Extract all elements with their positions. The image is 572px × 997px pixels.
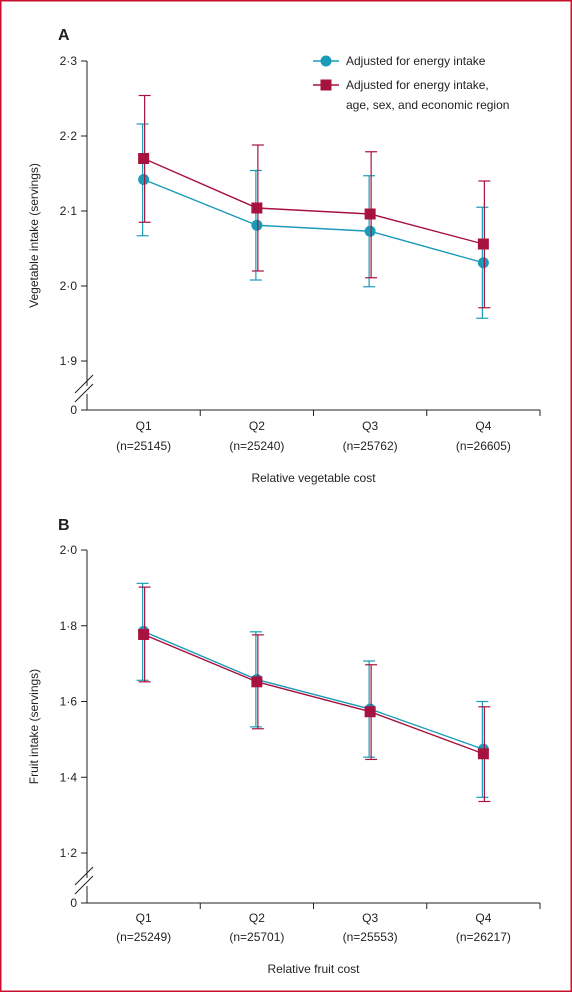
data-point — [138, 153, 150, 164]
data-point — [477, 257, 489, 269]
x-tick-label: Q1 — [136, 419, 152, 433]
data-point — [477, 748, 489, 760]
x-axis-title: Relative vegetable cost — [251, 471, 376, 485]
data-point — [251, 219, 263, 231]
y-tick-label: 1·2 — [60, 846, 78, 860]
legend-marker — [320, 79, 332, 91]
y-tick-label: 1·8 — [60, 619, 78, 633]
panel-b: B 2·0 1·8 1·6 1·4 1·2 0 Q1 (n=25249) Q2 (n=25701) Q… — [27, 517, 541, 976]
series-line — [143, 178, 484, 264]
series-line — [143, 633, 484, 755]
data-point — [138, 174, 150, 185]
axis-break-mark — [74, 875, 94, 895]
panel-letter: B — [58, 517, 70, 534]
x-tick-sample-size: (n=26605) — [456, 439, 511, 453]
x-tick-sample-size: (n=26217) — [456, 930, 511, 944]
data-point — [138, 628, 150, 640]
x-tick-sample-size: (n=25762) — [343, 439, 398, 453]
axis-break-mark — [74, 383, 94, 403]
panel-a: A 2·3 2·2 2·1 2·0 1·9 0 Q1 (n=25145) Q2 (n=25240) Q… — [27, 27, 541, 485]
x-tick-label: Q1 — [136, 911, 152, 925]
axis-break-mark — [74, 866, 94, 886]
data-point — [477, 238, 489, 250]
x-tick-sample-size: (n=25249) — [116, 930, 171, 944]
series-line — [143, 157, 484, 245]
legend-marker — [320, 55, 332, 67]
x-tick-sample-size: (n=25553) — [343, 930, 398, 944]
series-line — [143, 630, 484, 750]
data-point — [251, 202, 263, 214]
x-tick-label: Q3 — [362, 911, 378, 925]
y-tick-label: 2·1 — [60, 204, 78, 218]
legend-label: age, sex, and economic region — [346, 98, 509, 112]
x-tick-sample-size: (n=25701) — [229, 930, 284, 944]
y-tick-label: 1·4 — [60, 770, 78, 784]
legend-label: Adjusted for energy intake, — [346, 78, 489, 92]
y-tick-label: 2·2 — [60, 129, 78, 143]
data-point — [364, 225, 376, 237]
x-tick-label: Q4 — [475, 911, 491, 925]
data-point — [364, 706, 376, 718]
y-tick-label: 2·0 — [60, 543, 78, 557]
y-tick-label: 2·3 — [60, 54, 78, 68]
y-tick-label: 0 — [70, 403, 77, 417]
y-tick-label: 1·6 — [60, 695, 78, 709]
y-tick-label: 0 — [70, 896, 77, 910]
x-tick-label: Q2 — [249, 911, 265, 925]
x-tick-label: Q3 — [362, 419, 378, 433]
axis-break-mark — [74, 374, 94, 394]
y-tick-label: 1·9 — [60, 354, 78, 368]
data-point — [251, 676, 263, 688]
x-axis-title: Relative fruit cost — [267, 962, 360, 976]
data-point — [364, 208, 376, 220]
x-tick-label: Q4 — [475, 419, 491, 433]
x-tick-sample-size: (n=25145) — [116, 439, 171, 453]
y-axis-title: Fruit intake (servings) — [27, 669, 41, 784]
y-tick-label: 2·0 — [60, 279, 78, 293]
y-axis-title: Vegetable intake (servings) — [27, 163, 41, 308]
x-tick-label: Q2 — [249, 419, 265, 433]
legend-label: Adjusted for energy intake — [346, 54, 486, 68]
x-tick-sample-size: (n=25240) — [229, 439, 284, 453]
panel-letter: A — [58, 27, 70, 44]
